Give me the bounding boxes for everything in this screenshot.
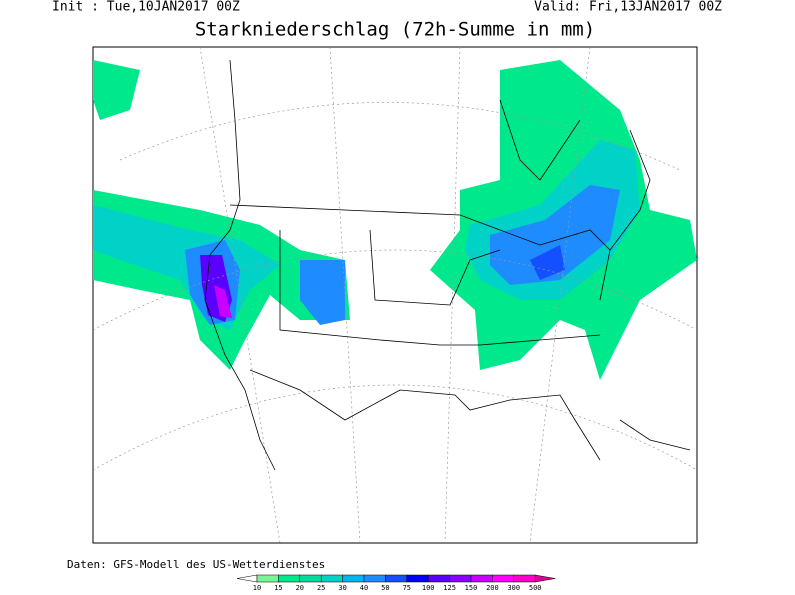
- colorbar-label: 10: [253, 584, 261, 592]
- colorbar-box: [513, 574, 536, 583]
- colorbar-box: [256, 574, 279, 583]
- colorbar-box: [299, 574, 322, 583]
- colorbar-label: 20: [296, 584, 304, 592]
- map: [92, 46, 698, 544]
- colorbar-box: [427, 574, 450, 583]
- colorbar-label: 75: [403, 584, 411, 592]
- colorbar-label: 200: [486, 584, 499, 592]
- colorbar-box: [470, 574, 493, 583]
- colorbar-label: 100: [422, 584, 435, 592]
- colorbar-label: 30: [338, 584, 346, 592]
- colorbar-box: [342, 574, 365, 583]
- graticule: [93, 47, 697, 543]
- colorbar-box: [278, 574, 301, 583]
- coastlines-borders: [204, 59, 691, 471]
- colorbar-label: 500: [529, 584, 542, 592]
- data-source: Daten: GFS-Modell des US-Wetterdienstes: [67, 558, 325, 571]
- init-time: Init : Tue,10JAN2017 00Z: [52, 0, 240, 15]
- map-title: Starkniederschlag (72h-Summe in mm): [195, 19, 595, 41]
- colorbar-label: 25: [317, 584, 325, 592]
- colorbar-label: 150: [465, 584, 478, 592]
- colorbar-label: 125: [443, 584, 456, 592]
- colorbar-box: [449, 574, 472, 583]
- colorbar-label: 300: [507, 584, 520, 592]
- colorbar-arrow: [236, 574, 258, 583]
- colorbar: 10 15 20 25 30 40 50 75 100 125 150 200 300 500: [236, 574, 556, 592]
- colorbar-label: 15: [274, 584, 282, 592]
- colorbar-box: [363, 574, 386, 583]
- colorbar-label: 40: [360, 584, 368, 592]
- colorbar-box: [492, 574, 515, 583]
- colorbar-label: 50: [381, 584, 389, 592]
- colorbar-box: [320, 574, 343, 583]
- valid-time: Valid: Fri,13JAN2017 00Z: [534, 0, 722, 15]
- precipitation-areas: [93, 60, 697, 380]
- colorbar-box: [406, 574, 429, 583]
- colorbar-box: [385, 574, 408, 583]
- colorbar-arrow: [534, 574, 556, 583]
